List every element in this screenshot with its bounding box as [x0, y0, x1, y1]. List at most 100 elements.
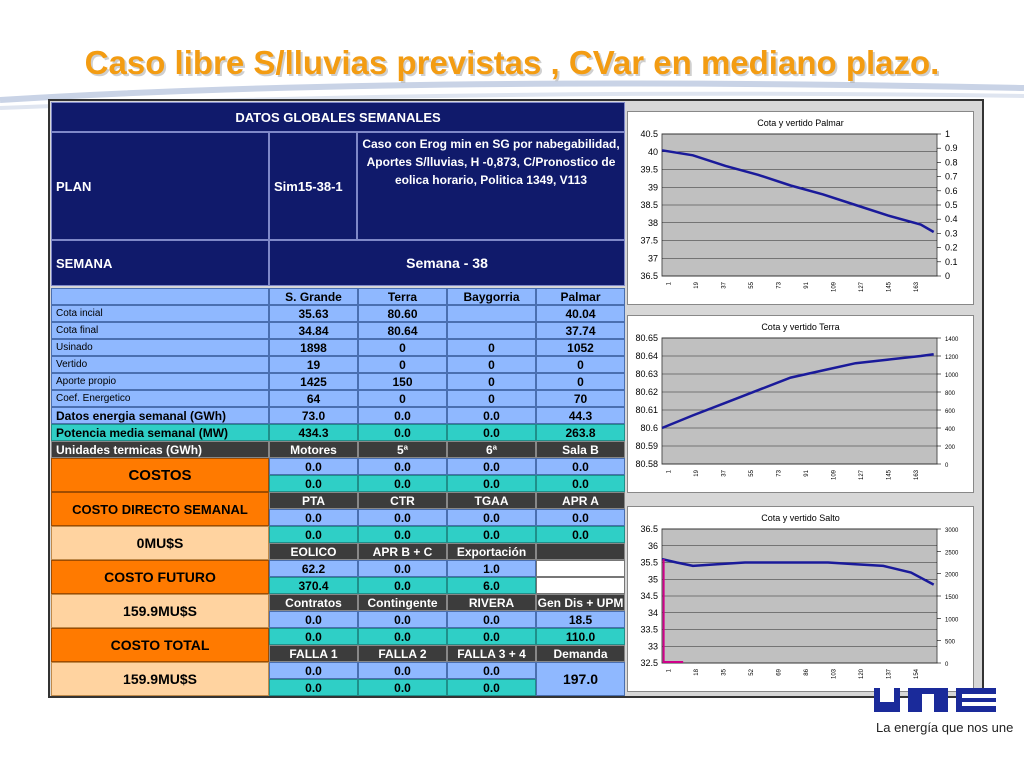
row-label: Cota incial: [51, 305, 269, 322]
x-tick-label: 127: [859, 281, 865, 292]
costo-directo-label: COSTO DIRECTO SEMANAL: [51, 492, 269, 526]
x-tick-label: 19: [694, 281, 700, 288]
y-tick-label: 36: [648, 541, 658, 551]
group-col-header: [536, 543, 625, 560]
y-tick-label: 40: [648, 147, 658, 157]
y-tick-label: 80.6: [640, 423, 658, 433]
table-cell: 0: [358, 390, 447, 407]
table-cell: 0.0: [536, 458, 625, 475]
series-line: [661, 557, 935, 586]
group-col-header: FALLA 2: [358, 645, 447, 662]
x-tick-label: 137: [886, 668, 892, 679]
x-tick-label: 163: [914, 281, 920, 292]
y-tick-label: 35.5: [640, 558, 658, 568]
y2-tick-label: 0.9: [945, 143, 958, 153]
x-tick-label: 91: [804, 281, 810, 288]
group-col-header: PTA: [269, 492, 358, 509]
group-col-header: APR A: [536, 492, 625, 509]
table-cell: 0.0: [269, 662, 358, 679]
y2-tick-label: 2500: [945, 550, 959, 556]
y2-tick-label: 1000: [945, 373, 959, 379]
row-label: Potencia media semanal (MW): [51, 424, 269, 441]
y-tick-label: 80.61: [635, 405, 658, 415]
chart-salto: Cota y vertido Salto 36.5 36 35.5 35 34.5 34 33…: [627, 506, 974, 692]
y-tick-label: 32.5: [640, 658, 658, 668]
y-tick-label: 80.59: [635, 441, 658, 451]
row-label: Vertido: [51, 356, 269, 373]
y-tick-label: 40.5: [640, 129, 658, 139]
table-cell: [536, 560, 625, 577]
termicas-col: Motores: [269, 441, 358, 458]
table-cell: 0.0: [358, 509, 447, 526]
costo-total-label: COSTO TOTAL: [51, 628, 269, 662]
y2-tick-label: 0: [945, 271, 950, 281]
row-label: Datos energia semanal (GWh): [51, 407, 269, 424]
demanda-value: 197.0: [536, 662, 625, 696]
table-cell: 35.63: [269, 305, 358, 322]
chart-title: Cota y vertido Salto: [761, 513, 840, 523]
y2-tick-label: 0.7: [945, 172, 958, 182]
chart-title: Cota y vertido Palmar: [757, 118, 844, 128]
y2-tick-label: 200: [945, 445, 956, 451]
table-cell: 0: [358, 339, 447, 356]
plan-label: PLAN: [51, 132, 269, 240]
chart-terra: Cota y vertido Terra 80.65 80.64 80.63 80.62…: [627, 315, 974, 493]
group-col-header: FALLA 3 + 4: [447, 645, 536, 662]
week-label: SEMANA: [51, 240, 269, 286]
y-tick-label: 80.65: [635, 333, 658, 343]
x-tick-label: 109: [831, 469, 837, 480]
table-cell: 370.4: [269, 577, 358, 594]
table-cell: 80.60: [358, 305, 447, 322]
table-cell: 434.3: [269, 424, 358, 441]
table-cell: 0.0: [358, 560, 447, 577]
col-header: Palmar: [536, 288, 625, 305]
row-label: Aporte propio: [51, 373, 269, 390]
table-cell: 62.2: [269, 560, 358, 577]
page-title-shadow: Caso libre S/lluvias previstas , CVar en…: [86, 46, 942, 83]
x-tick-label: 55: [749, 281, 755, 288]
x-tick-label: 37: [721, 469, 727, 476]
y2-tick-label: 2000: [945, 573, 959, 579]
table-cell: 263.8: [536, 424, 625, 441]
termicas-col: 6ª: [447, 441, 536, 458]
table-cell: [447, 322, 536, 339]
table-cell: 0.0: [536, 475, 625, 492]
ute-logo: [874, 688, 996, 712]
table-cell: 0.0: [358, 577, 447, 594]
table-cell: 0: [447, 373, 536, 390]
group-col-header: Contingente: [358, 594, 447, 611]
table-cell: 0.0: [269, 679, 358, 696]
y-tick-label: 38: [648, 218, 658, 228]
y2-tick-label: 0.5: [945, 200, 958, 210]
y2-tick-label: 1: [945, 129, 950, 139]
plot-area: [661, 337, 938, 465]
table-cell: 0.0: [358, 526, 447, 543]
termicas-col: Sala B: [536, 441, 625, 458]
x-tick-label: 37: [721, 281, 727, 288]
y2-tick-label: 0.3: [945, 228, 958, 238]
chart-svg: Cota y vertido Terra80.6580.6480.6380.62…: [635, 322, 959, 480]
table-cell: 0.0: [447, 662, 536, 679]
y-tick-label: 37: [648, 253, 658, 263]
table-cell: 0.0: [447, 407, 536, 424]
group-col-header: Exportación: [447, 543, 536, 560]
table-cell: 19: [269, 356, 358, 373]
table-cell: 0.0: [269, 628, 358, 645]
x-tick-label: 120: [859, 668, 865, 679]
series-line: [661, 352, 934, 430]
week-value: Semana - 38: [269, 240, 625, 286]
x-tick-label: 18: [694, 668, 700, 675]
group-col-header: FALLA 1: [269, 645, 358, 662]
termicas-col: 5ª: [358, 441, 447, 458]
table-cell: 110.0: [536, 628, 625, 645]
x-tick-label: 109: [831, 281, 837, 292]
y2-tick-label: 0.4: [945, 214, 958, 224]
group-col-header: APR B + C: [358, 543, 447, 560]
logo-tagline: La energía que nos une: [876, 720, 1014, 735]
table-cell: 80.64: [358, 322, 447, 339]
table-cell: 0.0: [536, 509, 625, 526]
x-tick-label: 69: [776, 668, 782, 675]
y-tick-label: 38.5: [640, 200, 658, 210]
table-cell: 0.0: [447, 509, 536, 526]
x-tick-label: 1: [666, 281, 672, 285]
